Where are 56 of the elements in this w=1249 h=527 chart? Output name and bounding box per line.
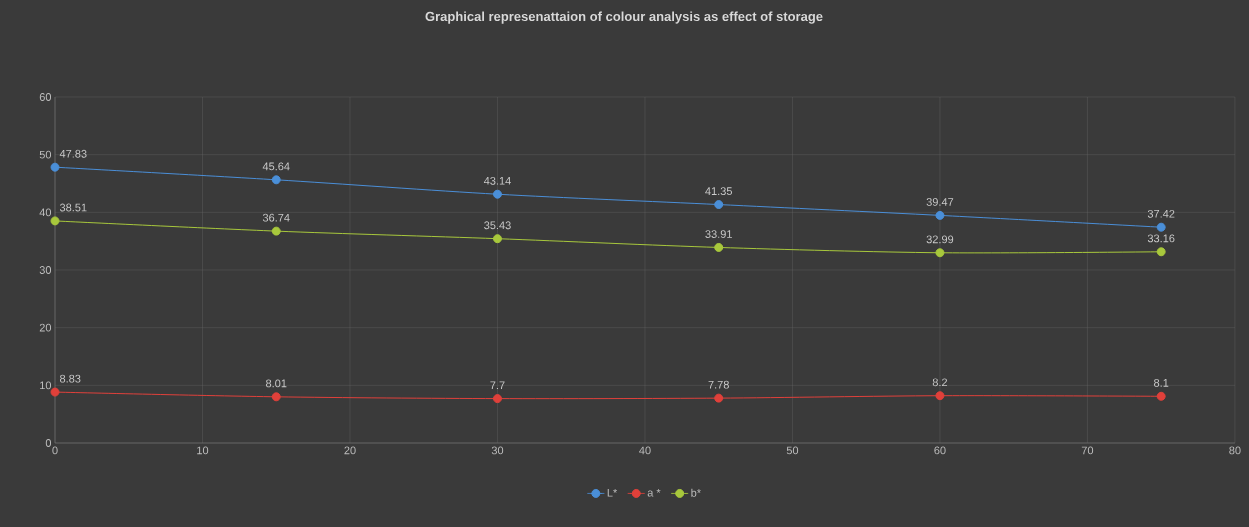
point bbox=[492, 189, 502, 199]
data-label: 7.78 bbox=[708, 380, 729, 389]
x-tick-label: 30 bbox=[491, 446, 504, 455]
point bbox=[935, 210, 945, 220]
x-tick-label: 50 bbox=[786, 446, 799, 455]
data-label: 33.91 bbox=[705, 230, 732, 238]
data-label: 8.83 bbox=[60, 374, 81, 383]
data-label: 41.35 bbox=[705, 187, 732, 196]
data-label: 35.43 bbox=[484, 221, 511, 230]
data-label: 47.83 bbox=[59, 149, 87, 158]
data-label: 33.16 bbox=[1147, 234, 1175, 243]
data-label: 7.7 bbox=[490, 381, 505, 390]
legend-label: L* bbox=[607, 488, 618, 497]
data-label: 8.1 bbox=[1154, 378, 1169, 387]
point bbox=[935, 248, 945, 258]
y-tick-label: 10 bbox=[40, 381, 52, 390]
point bbox=[492, 394, 502, 404]
x-tick-label: 10 bbox=[197, 446, 209, 455]
point bbox=[271, 392, 281, 402]
point bbox=[714, 200, 724, 210]
legend-label: b* bbox=[691, 488, 701, 497]
point bbox=[714, 242, 724, 252]
x-tick-label: 20 bbox=[344, 446, 356, 455]
y-tick-label: 60 bbox=[39, 93, 52, 101]
data-label: 38.51 bbox=[59, 203, 87, 212]
point bbox=[50, 387, 60, 397]
data-label: 8.2 bbox=[932, 378, 948, 387]
data-label: 45.64 bbox=[262, 162, 290, 171]
chart-title: Graphical represenattaion of colour analysis as effect of storage bbox=[425, 11, 823, 24]
y-tick-label: 20 bbox=[39, 323, 52, 332]
y-tick-label: 0 bbox=[45, 439, 52, 447]
point bbox=[714, 393, 724, 403]
data-label: 36.74 bbox=[262, 213, 290, 222]
y-tick-label: 30 bbox=[39, 266, 52, 274]
data-label: 8.01 bbox=[266, 379, 287, 388]
x-tick-label: 0 bbox=[52, 446, 58, 455]
point bbox=[1156, 391, 1166, 401]
point bbox=[935, 391, 945, 401]
point bbox=[1156, 247, 1166, 257]
point bbox=[271, 175, 281, 185]
data-label: 37.42 bbox=[1147, 209, 1175, 218]
x-tick-label: 80 bbox=[1229, 446, 1241, 455]
legend-label: a * bbox=[647, 488, 661, 497]
point bbox=[1156, 222, 1166, 232]
point bbox=[50, 216, 60, 226]
point bbox=[50, 162, 60, 172]
x-tick-label: 60 bbox=[934, 446, 946, 455]
x-tick-label: 70 bbox=[1081, 446, 1094, 455]
data-label: 43.14 bbox=[483, 176, 511, 185]
y-tick-label: 50 bbox=[39, 150, 52, 159]
data-label: 39.47 bbox=[926, 198, 954, 206]
y-tick-label: 40 bbox=[39, 208, 52, 217]
data-label: 32.99 bbox=[926, 235, 954, 244]
point bbox=[271, 226, 281, 236]
x-tick-label: 40 bbox=[639, 446, 651, 455]
point bbox=[492, 234, 502, 244]
